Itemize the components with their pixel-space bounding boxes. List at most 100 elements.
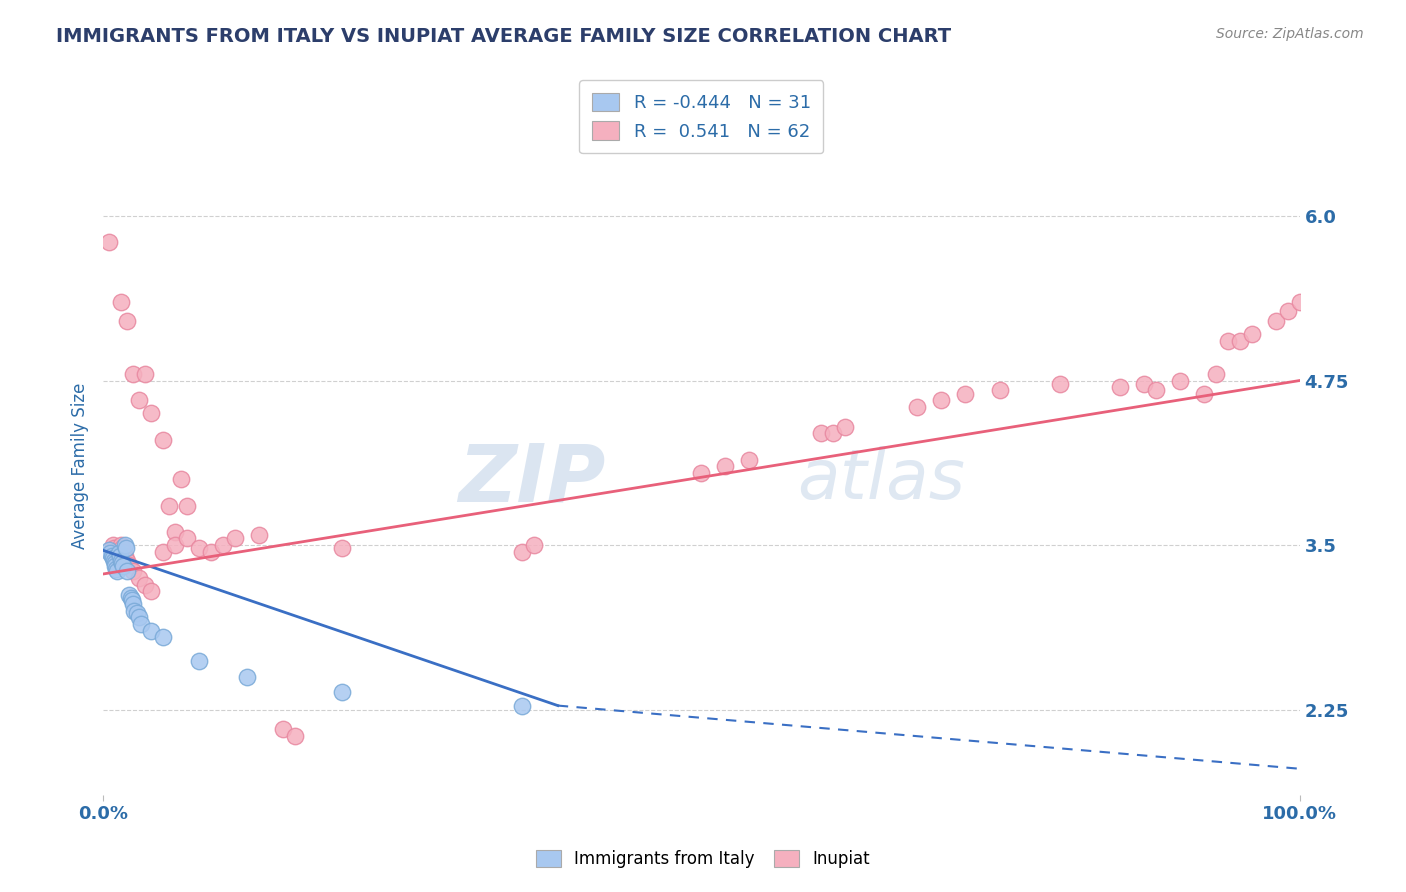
Text: ZIP: ZIP [458,441,606,518]
Point [170,472,193,486]
Point [510,544,533,558]
Point [139,584,162,599]
Point [738,452,761,467]
Point [152,433,174,447]
Point [128,393,150,408]
Point [112,544,135,558]
Point [107,546,129,560]
Point [105,562,128,576]
Point [1288,294,1310,309]
Point [115,541,138,555]
Point [111,557,134,571]
Point [122,565,145,579]
Point [112,559,135,574]
Point [110,538,132,552]
Point [163,524,186,539]
Point [114,538,136,552]
Point [122,367,145,381]
Point [1192,386,1215,401]
Point [107,551,129,566]
Point [152,544,174,558]
Point [115,314,138,328]
Point [714,459,737,474]
Point [953,386,976,401]
Point [98,235,121,250]
Point [128,610,150,624]
Point [125,607,148,621]
Point [105,549,128,563]
Point [139,624,162,638]
Point [332,685,354,699]
Point [200,544,222,558]
Point [122,604,145,618]
Point [163,538,186,552]
Point [122,597,145,611]
Point [1240,327,1263,342]
Point [157,499,180,513]
Point [100,549,122,563]
Point [121,593,143,607]
Point [332,541,354,555]
Point [120,591,142,605]
Y-axis label: Average Family Size: Average Family Size [72,383,89,549]
Point [1205,367,1227,381]
Point [1229,334,1251,348]
Point [271,723,294,737]
Legend: R = -0.444   N = 31, R =  0.541   N = 62: R = -0.444 N = 31, R = 0.541 N = 62 [579,80,824,153]
Point [134,577,156,591]
Point [176,532,198,546]
Point [114,549,136,563]
Point [104,559,127,574]
Point [104,544,127,558]
Point [101,551,124,566]
Point [187,541,209,555]
Point [108,549,131,563]
Point [1144,383,1167,397]
Point [118,588,141,602]
Point [115,554,138,568]
Point [152,630,174,644]
Point [1277,303,1299,318]
Point [98,543,121,558]
Point [284,729,307,743]
Text: Source: ZipAtlas.com: Source: ZipAtlas.com [1216,27,1364,41]
Point [1168,374,1191,388]
Point [110,554,132,568]
Point [1109,380,1132,394]
Point [235,670,257,684]
Point [523,538,546,552]
Point [810,426,832,441]
Point [107,554,129,568]
Point [111,541,134,555]
Point [108,557,131,571]
Point [247,527,270,541]
Point [103,541,125,555]
Point [128,571,150,585]
Point [1264,314,1286,328]
Point [131,617,153,632]
Point [929,393,952,408]
Point [211,538,233,552]
Point [690,466,713,480]
Point [98,546,121,560]
Point [115,565,138,579]
Point [110,294,132,309]
Point [118,558,141,572]
Point [1049,377,1071,392]
Point [139,407,162,421]
Point [187,654,209,668]
Point [905,400,928,414]
Point [176,499,198,513]
Point [104,557,127,571]
Point [834,419,856,434]
Point [103,554,125,568]
Point [990,383,1012,397]
Text: atlas: atlas [797,446,965,513]
Point [107,565,129,579]
Text: IMMIGRANTS FROM ITALY VS INUPIAT AVERAGE FAMILY SIZE CORRELATION CHART: IMMIGRANTS FROM ITALY VS INUPIAT AVERAGE… [56,27,952,45]
Point [821,426,844,441]
Legend: Immigrants from Italy, Inupiat: Immigrants from Italy, Inupiat [529,843,877,875]
Point [224,532,246,546]
Point [510,698,533,713]
Point [1133,377,1156,392]
